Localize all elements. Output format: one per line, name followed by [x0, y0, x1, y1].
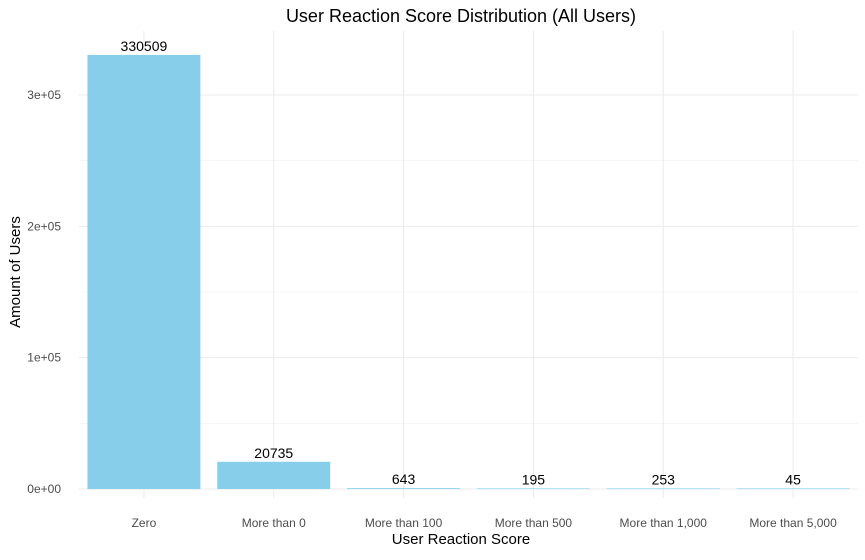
bar-value-label: 253 [652, 471, 676, 487]
bar [87, 54, 201, 489]
bar-labels: 330509 20735 643 195 253 45 [121, 38, 802, 487]
x-tick-label: Zero [132, 516, 157, 530]
bar [217, 461, 331, 489]
x-axis-ticks: Zero More than 0 More than 100 More than 50… [132, 516, 838, 530]
x-axis-title: User Reaction Score [392, 531, 530, 548]
bar [736, 488, 850, 489]
bar-value-label: 643 [392, 471, 416, 487]
bar-value-label: 20735 [254, 445, 293, 461]
chart-title: User Reaction Score Distribution (All Us… [286, 6, 636, 26]
bar [347, 488, 461, 489]
y-axis-ticks: 0e+00 1e+05 2e+05 3e+05 [27, 88, 61, 496]
y-tick-label: 0e+00 [27, 482, 61, 496]
bar [606, 488, 720, 489]
x-tick-label: More than 100 [365, 516, 443, 530]
bar [476, 488, 590, 489]
y-axis-title: Amount of Users [7, 216, 24, 328]
x-tick-label: More than 5,000 [749, 516, 837, 530]
grid [79, 31, 858, 498]
bars [87, 54, 850, 489]
y-tick-label: 2e+05 [27, 219, 61, 233]
bar-value-label: 45 [785, 471, 801, 487]
y-tick-label: 3e+05 [27, 88, 61, 102]
y-tick-label: 1e+05 [27, 351, 61, 365]
x-tick-label: More than 500 [495, 516, 573, 530]
bar-value-label: 330509 [121, 38, 168, 54]
bar-value-label: 195 [522, 471, 546, 487]
x-tick-label: More than 1,000 [620, 516, 708, 530]
x-tick-label: More than 0 [242, 516, 306, 530]
